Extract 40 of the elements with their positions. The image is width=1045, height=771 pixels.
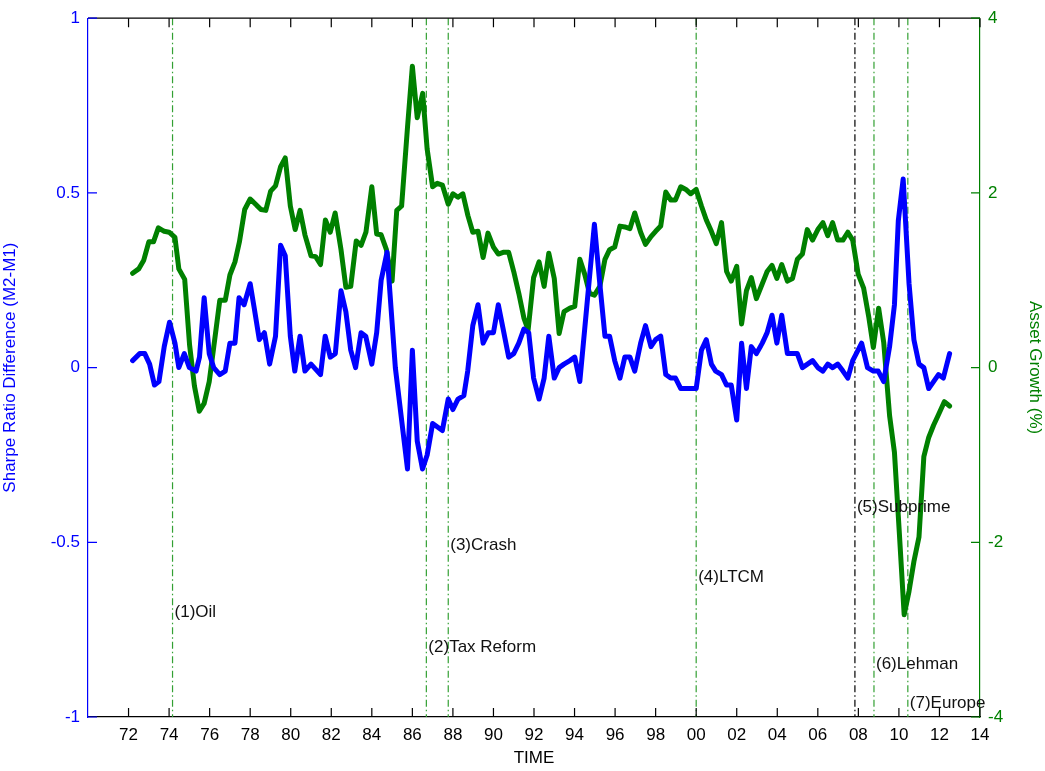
x-tick-label: 90 xyxy=(483,724,503,744)
y2-tick-label: -4 xyxy=(988,706,1004,726)
x-tick-label: 06 xyxy=(808,724,828,744)
x-tick-label: 80 xyxy=(281,724,301,744)
x-tick-label: 00 xyxy=(686,724,706,744)
y2-axis-title: Asset Growth (%) xyxy=(1026,301,1045,435)
annotation: (2)Tax Reform xyxy=(428,636,537,656)
x-tick-label: 12 xyxy=(929,724,949,744)
y-tick-label: 0.5 xyxy=(56,182,80,202)
y-tick-label: 0 xyxy=(70,357,80,377)
y2-tick-label: -2 xyxy=(988,531,1004,551)
x-tick-label: 78 xyxy=(240,724,260,744)
x-tick-label: 04 xyxy=(767,724,787,744)
x-tick-label: 02 xyxy=(727,724,747,744)
x-tick-label: 14 xyxy=(970,724,990,744)
y2-tick-label: 0 xyxy=(988,357,998,377)
annotation: (4)LTCM xyxy=(698,566,764,586)
x-tick-label: 96 xyxy=(605,724,625,744)
y-tick-label: -0.5 xyxy=(50,531,80,551)
x-tick-label: 88 xyxy=(443,724,463,744)
x-tick-label: 82 xyxy=(321,724,341,744)
annotation: (6)Lehman xyxy=(875,654,959,674)
x-tick-label: 76 xyxy=(200,724,220,744)
x-tick-label: 08 xyxy=(848,724,868,744)
x-tick-label: 94 xyxy=(565,724,585,744)
y-tick-label: -1 xyxy=(64,706,80,726)
y-tick-label: 1 xyxy=(70,7,80,27)
x-tick-label: 74 xyxy=(159,724,179,744)
y2-tick-label: 4 xyxy=(988,7,998,27)
y2-tick-label: 2 xyxy=(988,182,998,202)
x-tick-label: 72 xyxy=(119,724,139,744)
x-tick-label: 98 xyxy=(646,724,666,744)
x-tick-label: 84 xyxy=(362,724,382,744)
annotation: (1)Oil xyxy=(174,601,217,621)
x-tick-label: 92 xyxy=(524,724,544,744)
y-axis-title: Sharpe Ratio Difference (M2-M1) xyxy=(0,242,19,493)
annotation: (3)Crash xyxy=(450,535,517,555)
x-tick-label: 10 xyxy=(889,724,909,744)
x-axis-title: TIME xyxy=(513,748,555,768)
x-tick-label: 86 xyxy=(402,724,422,744)
